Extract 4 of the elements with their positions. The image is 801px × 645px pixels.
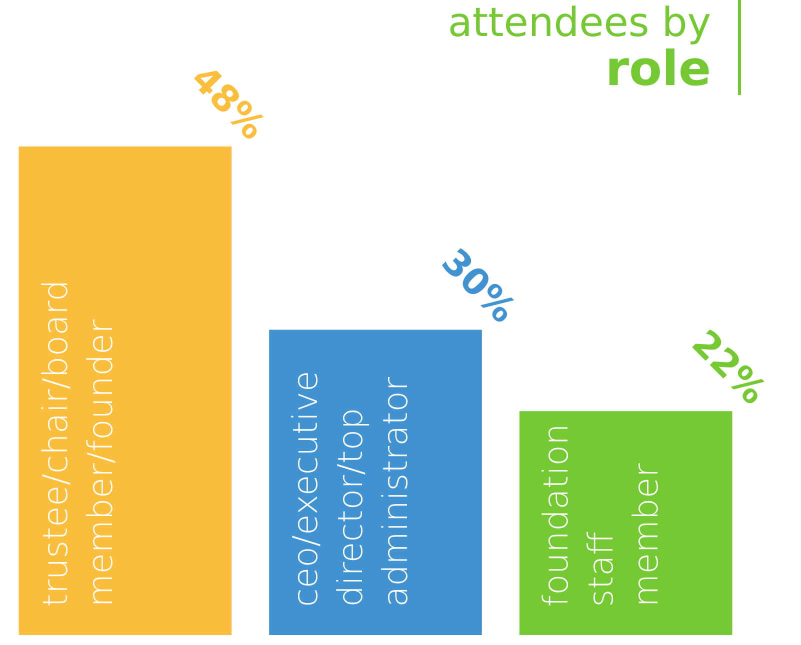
chart-title: attendees by role	[448, 0, 711, 97]
x-tick-label: foundation staff member	[536, 424, 666, 607]
x-tick-label: ceo/executive director/top administrator	[286, 370, 416, 607]
x-tick-label: trustee/chair/board member/founder	[36, 280, 121, 607]
